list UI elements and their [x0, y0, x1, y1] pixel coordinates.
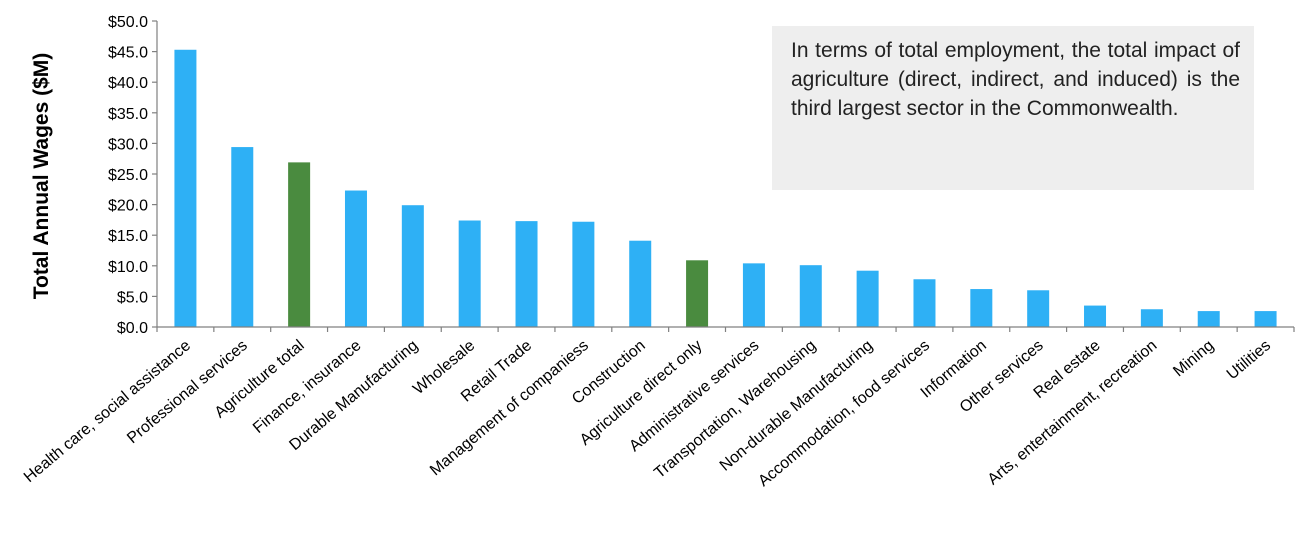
bar-14: [913, 279, 936, 327]
bar-9: [629, 240, 652, 327]
x-category-label: Mining: [1170, 337, 1217, 380]
bar-13: [856, 270, 879, 327]
bar-3: [288, 162, 311, 327]
y-tick-label: $20.0: [108, 198, 148, 215]
annotation-text: In terms of total employment, the total …: [791, 39, 1240, 120]
bar-1: [174, 49, 197, 327]
bar-20: [1254, 311, 1277, 327]
bar-12: [799, 265, 822, 327]
bar-17: [1084, 305, 1107, 327]
y-axis-title: Total Annual Wages ($M): [30, 53, 53, 300]
x-category-label: Utilities: [1224, 337, 1274, 383]
x-axis: Health care, social assistanceProfession…: [21, 326, 1295, 490]
y-axis: $0.0 $5.0 $10.0 $15.0 $20.0 $25.0 $30.0 $35.0 $4…: [108, 14, 158, 337]
bar-16: [1027, 290, 1050, 327]
y-tick-label: $0.0: [117, 320, 148, 337]
bar-4: [344, 190, 367, 327]
y-tick-label: $15.0: [108, 228, 148, 245]
bar-2: [231, 147, 254, 327]
bar-6: [458, 220, 481, 327]
bar-15: [970, 289, 993, 327]
x-category-label: Finance, insurance: [250, 337, 365, 437]
bar-18: [1140, 309, 1163, 327]
bar-7: [515, 221, 538, 327]
y-tick-label: $25.0: [108, 167, 148, 184]
bar-5: [401, 205, 424, 327]
bars-group: [174, 49, 1277, 327]
bar-8: [572, 221, 595, 327]
y-tick-label: $5.0: [117, 289, 148, 306]
annotation-box: In terms of total employment, the total …: [772, 26, 1254, 190]
bar-19: [1197, 311, 1220, 327]
y-tick-label: $30.0: [108, 136, 148, 153]
y-tick-label: $50.0: [108, 14, 148, 31]
y-tick-label: $35.0: [108, 106, 148, 123]
bar-10: [686, 260, 709, 327]
bar-11: [742, 263, 765, 327]
y-tick-label: $45.0: [108, 45, 148, 62]
y-tick-label: $10.0: [108, 259, 148, 276]
y-tick-label: $40.0: [108, 75, 148, 92]
